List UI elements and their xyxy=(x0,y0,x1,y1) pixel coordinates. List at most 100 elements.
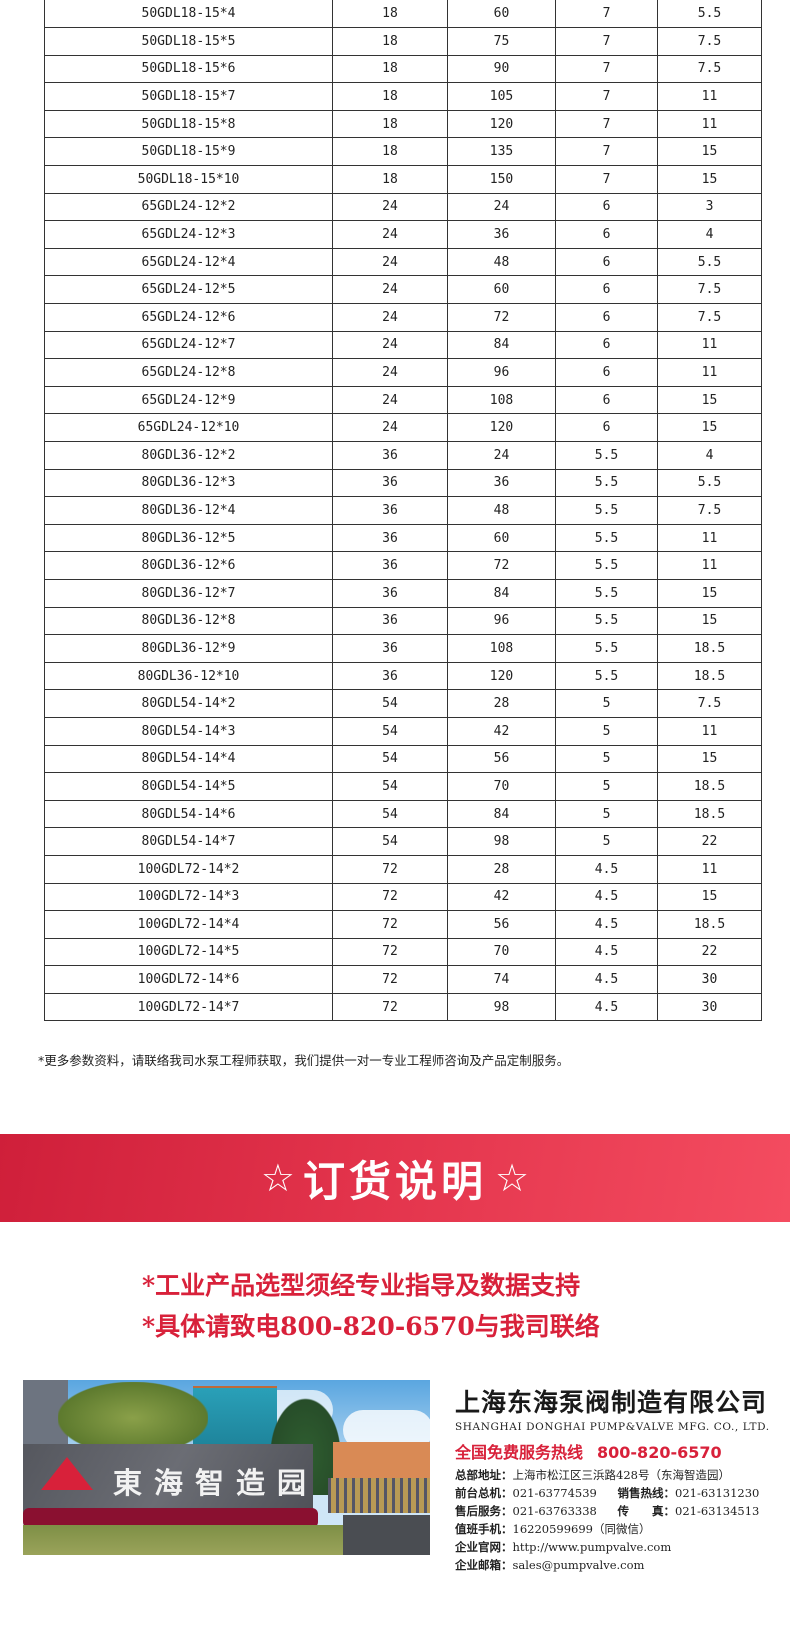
table-cell: 4.5 xyxy=(555,910,658,939)
table-cell: 15 xyxy=(657,137,762,167)
table-cell: 6 xyxy=(555,192,658,222)
table-cell: 7.5 xyxy=(657,275,762,305)
table-cell: 96 xyxy=(447,358,556,387)
hotline-number[interactable]: 800-820-6570 xyxy=(597,1443,722,1462)
table-cell: 15 xyxy=(657,385,762,415)
website-link[interactable]: http://www.pumpvalve.com xyxy=(512,1540,672,1554)
table-cell: 50GDL18-15*4 xyxy=(44,0,333,29)
table-cell: 7.5 xyxy=(657,54,762,84)
table-cell: 7 xyxy=(555,0,658,29)
table-row: 50GDL18-15*7 18 105 7 11 xyxy=(44,82,762,111)
table-cell: 3 xyxy=(657,192,762,222)
table-cell: 150 xyxy=(447,165,556,194)
table-cell: 18.5 xyxy=(657,772,762,801)
table-cell: 36 xyxy=(332,634,448,663)
table-cell: 80GDL36-12*2 xyxy=(44,441,333,470)
after-sales-phone: 021-63763338 xyxy=(512,1504,597,1518)
table-cell: 18 xyxy=(332,54,448,84)
table-row: 65GDL24-12*6 24 72 6 7.5 xyxy=(44,303,762,332)
table-cell: 5.5 xyxy=(555,606,658,636)
table-cell: 42 xyxy=(447,716,556,746)
table-cell: 100GDL72-14*7 xyxy=(44,992,333,1022)
table-cell: 7 xyxy=(555,165,658,194)
table-cell: 80GDL54-14*3 xyxy=(44,716,333,746)
table-cell: 120 xyxy=(447,661,556,691)
table-cell: 84 xyxy=(447,578,556,608)
table-cell: 105 xyxy=(447,82,556,111)
table-cell: 70 xyxy=(447,772,556,801)
table-cell: 11 xyxy=(657,330,762,360)
table-row: 80GDL54-14*2 54 28 5 7.5 xyxy=(44,689,762,718)
table-cell: 24 xyxy=(447,192,556,222)
order-line-1: *工业产品选型须经专业指导及数据支持 xyxy=(142,1271,581,1300)
table-cell: 15 xyxy=(657,413,762,442)
table-cell: 28 xyxy=(447,854,556,884)
table-cell: 5.5 xyxy=(555,661,658,691)
table-row: 80GDL36-12*2 36 24 5.5 4 xyxy=(44,441,762,470)
table-cell: 5.5 xyxy=(555,634,658,663)
table-row: 100GDL72-14*2 72 28 4.5 11 xyxy=(44,854,762,884)
table-cell: 74 xyxy=(447,965,556,994)
table-cell: 80GDL36-12*3 xyxy=(44,468,333,498)
table-cell: 54 xyxy=(332,716,448,746)
table-cell: 80GDL36-12*10 xyxy=(44,661,333,691)
table-row: 80GDL54-14*3 54 42 5 11 xyxy=(44,716,762,746)
table-cell: 36 xyxy=(447,220,556,249)
table-cell: 7 xyxy=(555,109,658,139)
banner-title: 订货说明 xyxy=(302,1156,487,1206)
company-name-en: SHANGHAI DONGHAI PUMP&VALVE MFG. CO., LT… xyxy=(455,1421,770,1433)
table-cell: 5 xyxy=(555,744,658,774)
table-cell: 36 xyxy=(332,551,448,580)
table-cell: 4 xyxy=(657,220,762,249)
table-row: 80GDL36-12*4 36 48 5.5 7.5 xyxy=(44,496,762,525)
table-cell: 36 xyxy=(332,441,448,470)
table-cell: 100GDL72-14*4 xyxy=(44,910,333,939)
hotline: 全国免费服务热线 800-820-6570 xyxy=(455,1443,722,1462)
table-cell: 5.5 xyxy=(555,578,658,608)
table-cell: 80GDL36-12*4 xyxy=(44,496,333,525)
email-link[interactable]: sales@pumpvalve.com xyxy=(512,1558,645,1572)
table-row: 80GDL54-14*5 54 70 5 18.5 xyxy=(44,772,762,801)
table-cell: 18 xyxy=(332,137,448,167)
logo-icon xyxy=(41,1457,93,1490)
table-cell: 15 xyxy=(657,578,762,608)
table-cell: 11 xyxy=(657,523,762,553)
table-cell: 60 xyxy=(447,523,556,553)
table-cell: 24 xyxy=(332,247,448,277)
table-cell: 72 xyxy=(332,992,448,1022)
table-cell: 75 xyxy=(447,27,556,56)
table-cell: 7.5 xyxy=(657,303,762,332)
table-cell: 5.5 xyxy=(555,468,658,498)
table-cell: 100GDL72-14*3 xyxy=(44,882,333,912)
table-cell: 65GDL24-12*5 xyxy=(44,275,333,305)
table-cell: 80GDL54-14*5 xyxy=(44,772,333,801)
table-row: 80GDL36-12*10 36 120 5.5 18.5 xyxy=(44,661,762,691)
table-cell: 4.5 xyxy=(555,937,658,967)
table-cell: 65GDL24-12*6 xyxy=(44,303,333,332)
table-cell: 6 xyxy=(555,330,658,360)
table-row: 65GDL24-12*2 24 24 6 3 xyxy=(44,192,762,222)
table-cell: 18 xyxy=(332,165,448,194)
table-cell: 5 xyxy=(555,827,658,856)
table-cell: 80GDL36-12*5 xyxy=(44,523,333,553)
table-row: 100GDL72-14*4 72 56 4.5 18.5 xyxy=(44,910,762,939)
table-cell: 24 xyxy=(447,441,556,470)
table-cell: 98 xyxy=(447,992,556,1022)
table-row: 80GDL36-12*7 36 84 5.5 15 xyxy=(44,578,762,608)
table-cell: 4.5 xyxy=(555,854,658,884)
table-cell: 5 xyxy=(555,716,658,746)
table-row: 65GDL24-12*8 24 96 6 11 xyxy=(44,358,762,387)
table-cell: 24 xyxy=(332,220,448,249)
table-cell: 56 xyxy=(447,744,556,774)
table-cell: 36 xyxy=(332,606,448,636)
sales-phone: 021-63131230 xyxy=(675,1486,760,1500)
table-cell: 98 xyxy=(447,827,556,856)
table-row: 50GDL18-15*4 18 60 7 5.5 xyxy=(44,0,762,29)
table-cell: 36 xyxy=(332,578,448,608)
table-cell: 5.5 xyxy=(555,441,658,470)
table-row: 50GDL18-15*10 18 150 7 15 xyxy=(44,165,762,194)
table-cell: 70 xyxy=(447,937,556,967)
table-cell: 100GDL72-14*5 xyxy=(44,937,333,967)
table-cell: 84 xyxy=(447,799,556,829)
table-cell: 60 xyxy=(447,275,556,305)
